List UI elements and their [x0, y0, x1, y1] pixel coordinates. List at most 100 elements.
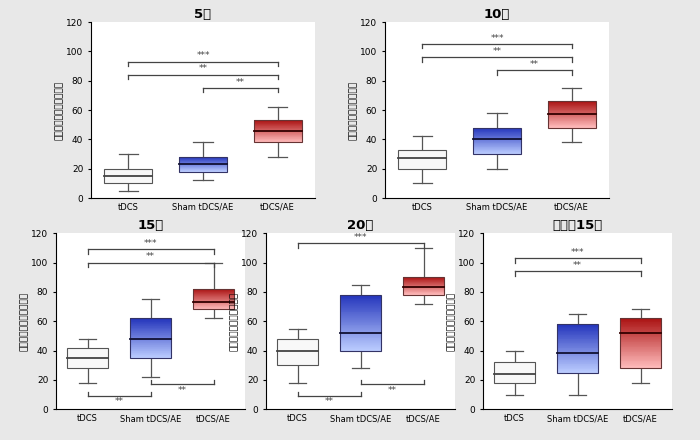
Bar [620, 329, 661, 330]
Bar [548, 101, 596, 128]
Bar [473, 129, 521, 130]
Bar [340, 318, 381, 319]
Bar [340, 300, 381, 301]
Bar [130, 322, 171, 323]
Text: ***: *** [196, 51, 210, 60]
Bar [473, 148, 521, 149]
Bar [557, 351, 598, 352]
Bar [620, 347, 661, 348]
Bar [340, 320, 381, 321]
Bar [473, 128, 521, 154]
Bar [548, 106, 596, 107]
Bar [557, 355, 598, 356]
Bar [620, 363, 661, 364]
Bar [130, 343, 171, 344]
Bar [104, 169, 152, 183]
Bar [548, 116, 596, 117]
Bar [130, 357, 171, 358]
Bar [620, 321, 661, 322]
Bar [340, 311, 381, 312]
Bar [340, 334, 381, 335]
Bar [340, 333, 381, 334]
Bar [340, 302, 381, 303]
Bar [130, 351, 171, 352]
Bar [130, 333, 171, 334]
Bar [620, 352, 661, 353]
Bar [557, 324, 598, 325]
Bar [340, 308, 381, 309]
Bar [473, 150, 521, 151]
Bar [130, 352, 171, 353]
Bar [548, 121, 596, 122]
Bar [548, 102, 596, 103]
Bar [67, 348, 108, 368]
Bar [557, 344, 598, 345]
Bar [557, 356, 598, 357]
Bar [548, 108, 596, 109]
Bar [340, 329, 381, 330]
Bar [340, 301, 381, 302]
Bar [340, 344, 381, 345]
Bar [557, 338, 598, 339]
Bar [130, 354, 171, 355]
Bar [130, 330, 171, 331]
Bar [340, 335, 381, 336]
Bar [620, 342, 661, 343]
Bar [620, 328, 661, 329]
Bar [620, 355, 661, 356]
Bar [473, 136, 521, 137]
Bar [620, 324, 661, 325]
Bar [557, 345, 598, 346]
Bar [340, 313, 381, 314]
Bar [620, 348, 661, 349]
Bar [130, 331, 171, 332]
Bar [620, 318, 661, 368]
Title: 15分: 15分 [137, 219, 164, 232]
Bar [620, 354, 661, 355]
Bar [620, 334, 661, 335]
Bar [340, 340, 381, 341]
Bar [557, 372, 598, 373]
Bar [548, 125, 596, 126]
Bar [557, 332, 598, 333]
Bar [340, 336, 381, 337]
Bar [557, 331, 598, 332]
Bar [620, 359, 661, 360]
Bar [620, 332, 661, 333]
Text: ***: *** [354, 233, 368, 242]
Bar [473, 141, 521, 142]
Bar [548, 126, 596, 127]
Bar [557, 326, 598, 327]
Bar [340, 326, 381, 327]
Bar [340, 342, 381, 343]
Bar [340, 304, 381, 305]
Bar [130, 350, 171, 351]
Bar [548, 117, 596, 118]
Bar [557, 359, 598, 360]
Bar [557, 368, 598, 369]
Bar [620, 326, 661, 327]
Bar [557, 337, 598, 338]
Bar [473, 142, 521, 143]
Text: **: ** [199, 64, 207, 73]
Bar [548, 122, 596, 123]
Bar [620, 325, 661, 326]
Bar [130, 332, 171, 333]
Bar [130, 355, 171, 356]
Bar [130, 318, 171, 358]
Bar [620, 356, 661, 357]
Bar [548, 124, 596, 125]
Bar [473, 149, 521, 150]
Bar [548, 114, 596, 115]
Bar [620, 349, 661, 350]
Bar [340, 321, 381, 322]
Bar [398, 150, 446, 169]
Y-axis label: 圧痛閾値の変化率（％）: 圧痛閾値の変化率（％） [447, 292, 455, 351]
Bar [130, 353, 171, 354]
Bar [557, 371, 598, 372]
Bar [557, 348, 598, 349]
Bar [620, 345, 661, 346]
Bar [340, 328, 381, 329]
Bar [340, 317, 381, 318]
Bar [130, 335, 171, 336]
